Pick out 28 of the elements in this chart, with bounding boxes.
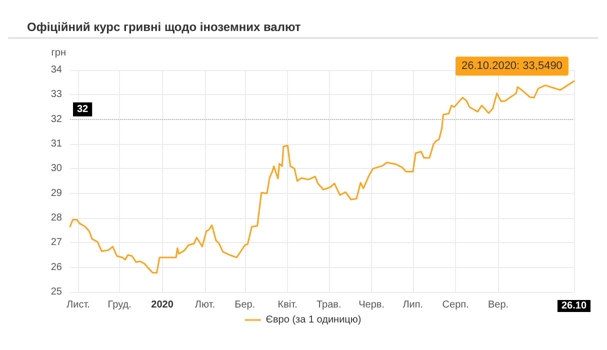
- x-tick-label: Черв.: [358, 300, 385, 310]
- x-tick-label: Трав.: [316, 300, 342, 310]
- ref-line-label: 32: [77, 104, 89, 115]
- x-tick-label: Бер.: [234, 300, 256, 310]
- x-tick-label: Груд.: [108, 300, 132, 310]
- line-series: [69, 80, 575, 274]
- y-tick-label: 33: [50, 89, 62, 100]
- legend-label: Євро (за 1 одиницю): [266, 314, 362, 326]
- y-tick-label: 26: [50, 262, 62, 273]
- y-tick-label: 34: [50, 64, 62, 76]
- y-axis-title: грн: [51, 48, 66, 58]
- annotation: 26.10.2020: 33,5490: [462, 60, 562, 72]
- x-tick-label: Серп.: [442, 300, 469, 310]
- y-tick-label: 28: [50, 212, 62, 224]
- x-tick-label: Квіт.: [278, 300, 298, 310]
- x-tick-label: 2020: [151, 300, 174, 310]
- x-tick-label: 26.10: [561, 300, 587, 312]
- x-tick-label: Лист.: [66, 300, 90, 310]
- y-tick-label: 29: [50, 188, 62, 199]
- x-tick-label: Лип.: [402, 300, 424, 310]
- y-tick-label: 30: [50, 163, 62, 174]
- x-tick-label: Вер.: [488, 300, 509, 310]
- x-tick-label: Лют.: [194, 300, 215, 310]
- y-tick-label: 32: [50, 114, 62, 125]
- y-tick-label: 27: [50, 237, 62, 248]
- y-tick-label: 31: [50, 138, 62, 150]
- y-tick-label: 25: [50, 286, 62, 298]
- chart-title: Офіційний курс гривні щодо іноземних валют: [27, 20, 301, 34]
